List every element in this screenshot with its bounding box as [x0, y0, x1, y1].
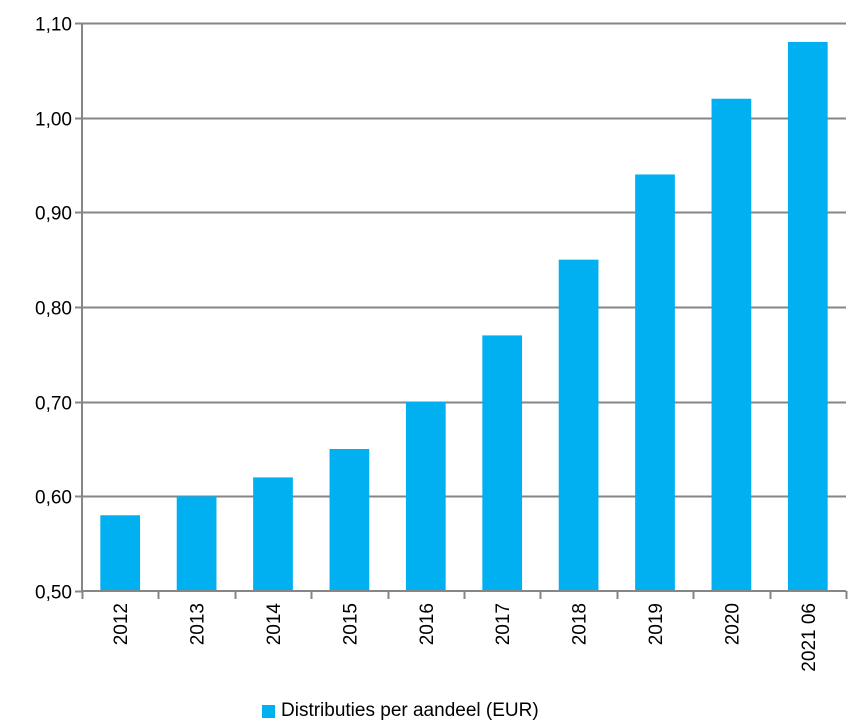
bar-2018: [558, 259, 599, 591]
y-tick-label: 0,80: [35, 299, 72, 320]
legend-swatch: [262, 704, 275, 718]
y-tick-label: 1,10: [35, 15, 72, 36]
x-axis-tick-labels: 2012 2013 2014 2015 2016 2017 2018 2019 2020 2021…: [111, 603, 820, 672]
x-tick-label: 2012: [111, 603, 132, 645]
axes: [75, 22, 848, 599]
x-tick-label: 2019: [646, 603, 667, 645]
y-tick-label: 0,60: [35, 488, 72, 509]
y-axis-tick-labels: 0,50 0,60 0,70 0,80 0,90 1,00 1,10: [35, 15, 72, 604]
bar-2015: [329, 449, 370, 591]
x-tick-label: 2021 06: [799, 603, 820, 672]
bar-2021-06: [787, 41, 828, 591]
bar-series: [100, 41, 828, 591]
x-tick-label: 2017: [493, 603, 514, 645]
bar-2013: [176, 496, 217, 591]
y-tick-label: 1,00: [35, 110, 72, 131]
legend-label: Distributies per aandeel (EUR): [281, 700, 539, 721]
legend: Distributies per aandeel (EUR): [262, 700, 539, 722]
bar-2012: [100, 515, 141, 591]
bar-2016: [405, 401, 446, 591]
y-tick-label: 0,50: [35, 583, 72, 604]
bar-2014: [253, 477, 293, 591]
x-tick-label: 2013: [188, 603, 209, 645]
bar-2019: [635, 174, 675, 591]
bar-2017: [482, 335, 523, 591]
x-tick-label: 2020: [722, 603, 743, 645]
x-tick-label: 2015: [340, 603, 361, 645]
x-tick-label: 2018: [570, 603, 591, 645]
x-tick-label: 2014: [264, 603, 285, 646]
bar-2020: [711, 98, 752, 591]
x-tick-label: 2016: [417, 603, 438, 645]
y-tick-label: 0,90: [35, 204, 72, 225]
y-tick-label: 0,70: [35, 394, 72, 415]
